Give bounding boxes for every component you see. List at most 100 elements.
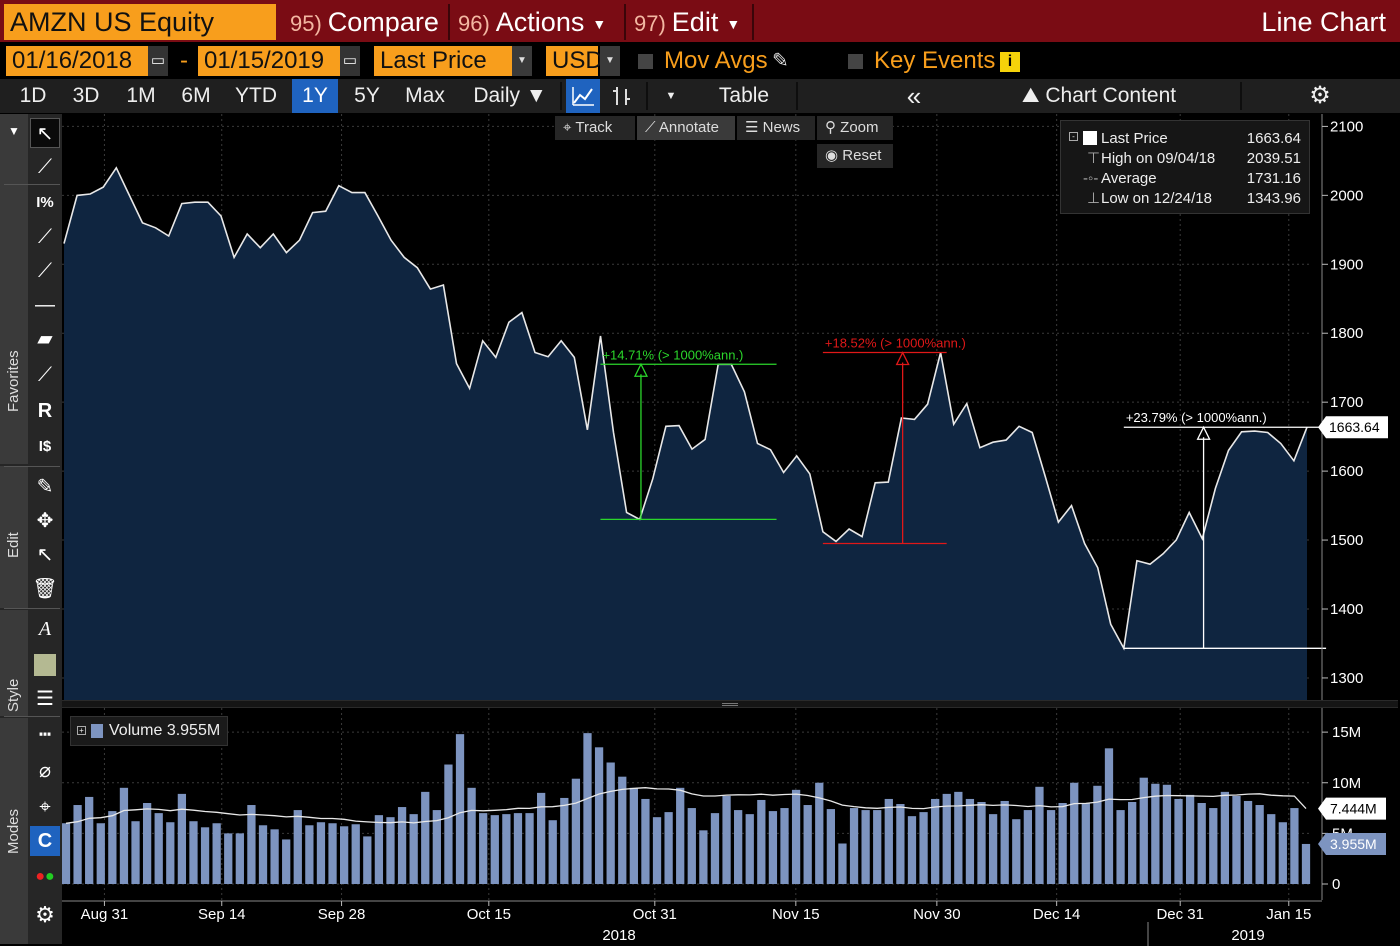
period-5y[interactable]: 5Y: [354, 84, 380, 107]
frequency-label: Daily: [473, 84, 521, 107]
style-tab[interactable]: Style: [0, 610, 28, 716]
crosshair-icon[interactable]: ⌖: [39, 796, 51, 818]
period-3d[interactable]: 3D: [72, 84, 100, 107]
volume-bar: [965, 798, 975, 884]
chevron-down-icon[interactable]: ▼: [512, 46, 532, 76]
pen-icon[interactable]: ✎: [36, 476, 54, 498]
divider: [624, 4, 626, 40]
ticker-field[interactable]: AMZN US Equity: [4, 4, 276, 40]
color-mode-icon[interactable]: ●●: [35, 868, 55, 885]
horizontal-line-icon[interactable]: —: [35, 294, 55, 316]
regression-icon[interactable]: R: [37, 400, 53, 422]
edit-label: Edit: [671, 7, 719, 37]
edit-button[interactable]: 97) Edit ▼: [628, 4, 740, 40]
calendar-icon[interactable]: ▭: [340, 46, 360, 76]
gear-icon[interactable]: ⚙: [35, 902, 55, 927]
annotation-label: +23.79% (> 1000%ann.): [1126, 410, 1267, 425]
segment-icon[interactable]: ⟋: [38, 364, 52, 386]
legend-row-last[interactable]: - Last Price 1663.64: [1061, 129, 1311, 149]
mov-avgs-checkbox[interactable]: [638, 54, 653, 69]
high-marker-icon: ⊤: [1087, 150, 1101, 167]
volume-bar: [1012, 819, 1021, 884]
key-events-checkbox[interactable]: [848, 54, 863, 69]
move-icon[interactable]: ✥: [36, 510, 54, 532]
annotation-label: +14.71% (> 1000%ann.): [602, 347, 743, 362]
price-change-icon[interactable]: I$: [38, 438, 52, 455]
info-icon[interactable]: i: [1000, 52, 1020, 72]
period-max[interactable]: Max: [405, 84, 445, 107]
trash-icon[interactable]: 🗑: [32, 578, 58, 600]
select-add-icon[interactable]: ↖: [36, 544, 54, 566]
legend-last-value: 1663.64: [1246, 130, 1301, 147]
mov-avgs-label[interactable]: Mov Avgs: [664, 47, 768, 74]
channel-icon[interactable]: ▰: [37, 328, 53, 350]
chart-content-button[interactable]: ⛰ Chart Content: [1004, 79, 1194, 113]
volume-bar: [1081, 803, 1090, 884]
volume-bar: [594, 747, 604, 884]
price-chart[interactable]: +14.71% (> 1000%ann.) +18.52% (> 1000%ann…: [62, 114, 1388, 700]
compare-label: Compare: [327, 7, 439, 37]
line-style-icon[interactable]: ┅: [38, 724, 52, 746]
volume-bar: [988, 814, 998, 884]
caret-icon[interactable]: ▼: [8, 124, 20, 138]
collapse-icon[interactable]: «: [906, 81, 922, 111]
modes-tab[interactable]: Modes: [0, 718, 28, 944]
cursor-icon[interactable]: ↖: [30, 118, 60, 148]
price-tick-label: 2000: [1330, 187, 1363, 204]
calendar-icon[interactable]: ▭: [148, 46, 168, 76]
legend-average-value: 1731.16: [1246, 170, 1301, 187]
line-chart-icon[interactable]: [566, 79, 600, 113]
volume-bar: [316, 822, 326, 884]
trendline-icon[interactable]: ⟋: [38, 156, 52, 178]
style-tab-label: Style: [5, 678, 22, 712]
volume-bar: [154, 813, 163, 884]
favorites-tab[interactable]: Favorites: [0, 114, 28, 464]
currency-select[interactable]: USD: [546, 46, 603, 76]
percent-change-icon[interactable]: I%: [36, 194, 54, 211]
bar-chart-icon[interactable]: [604, 79, 638, 113]
line-tool-icon[interactable]: ⟋: [38, 226, 52, 248]
font-icon[interactable]: A: [38, 618, 52, 640]
end-date-field[interactable]: 01/15/2019: [198, 46, 340, 76]
period-1d[interactable]: 1D: [19, 84, 47, 107]
news-button[interactable]: ☰ News: [737, 116, 815, 140]
line-width-icon[interactable]: ☰: [36, 688, 54, 710]
pane-splitter[interactable]: [62, 700, 1398, 708]
table-button[interactable]: Table: [718, 84, 770, 107]
news-icon: ☰: [745, 119, 759, 136]
collapse-icon[interactable]: -: [1069, 132, 1078, 141]
gear-icon[interactable]: ⚙: [1309, 82, 1331, 109]
edit-tab[interactable]: Edit: [0, 466, 28, 608]
field-select[interactable]: Last Price: [374, 46, 512, 76]
key-events-label[interactable]: Key Events: [874, 47, 996, 74]
frequency-select[interactable]: Daily ▼: [462, 79, 558, 113]
track-button[interactable]: ⌖ Track: [555, 116, 635, 140]
year-label: 2018: [602, 927, 635, 944]
chevron-down-icon[interactable]: ▼: [600, 46, 620, 76]
period-6m[interactable]: 6M: [181, 84, 211, 107]
compare-button[interactable]: 95) Compare: [284, 4, 439, 40]
legend-row-high: ⊤ High on 09/04/18 2039.51: [1061, 149, 1311, 169]
volume-bar: [861, 810, 870, 884]
period-1y[interactable]: 1Y: [292, 79, 338, 113]
fill-color-icon[interactable]: [30, 650, 60, 680]
chevron-down-icon[interactable]: ▼: [665, 90, 677, 102]
actions-button[interactable]: 96) Actions ▼: [452, 4, 606, 40]
ray-tool-icon[interactable]: ⟋: [38, 260, 52, 282]
annotate-button[interactable]: ⟋ Annotate: [637, 116, 735, 140]
volume-legend[interactable]: + Volume 3.955M: [70, 716, 228, 746]
period-1m[interactable]: 1M: [126, 84, 156, 107]
collapse-icon[interactable]: +: [77, 726, 86, 735]
x-tick-label: Oct 15: [467, 906, 511, 923]
period-ytd[interactable]: YTD: [235, 84, 277, 107]
volume-bar: [247, 805, 256, 884]
pencil-icon[interactable]: ✎: [772, 50, 789, 72]
magnet-icon[interactable]: C: [30, 826, 60, 856]
volume-bar: [293, 810, 302, 884]
start-date-field[interactable]: 01/16/2018: [6, 46, 148, 76]
reset-button[interactable]: ◉ Reset: [817, 144, 893, 168]
volume-bar: [1046, 810, 1056, 884]
lasso-icon[interactable]: ⌀: [38, 760, 52, 782]
zoom-button[interactable]: ⚲ Zoom: [817, 116, 893, 140]
